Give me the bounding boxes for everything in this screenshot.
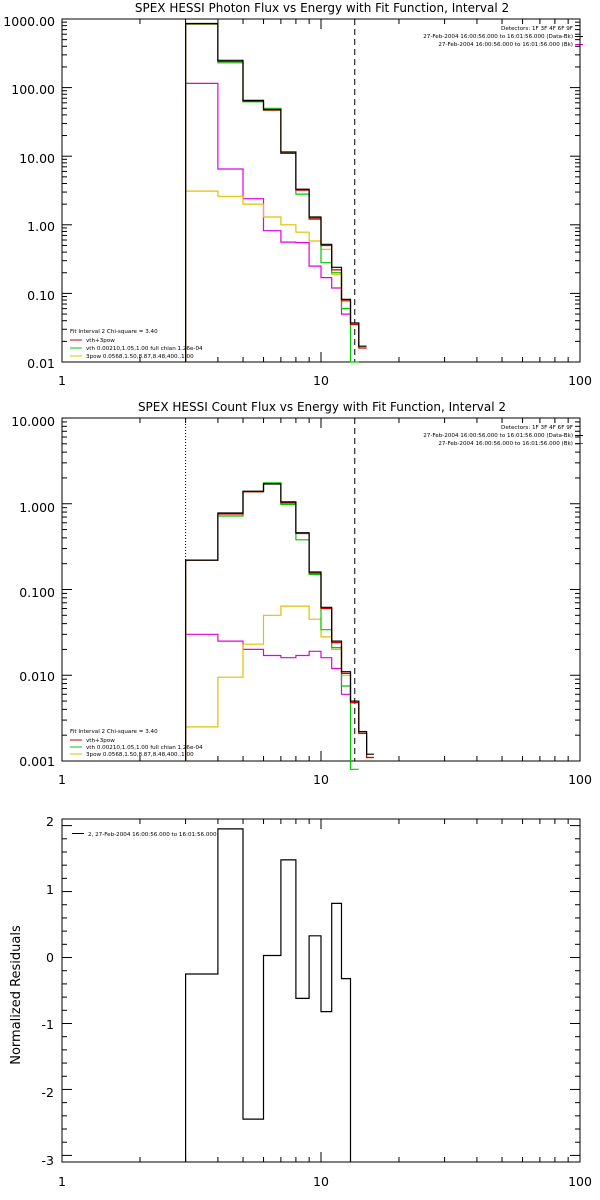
count-flux-panel: SPEX HESSI Count Flux vs Energy with Fit…	[11, 400, 592, 787]
y-tick-label: 1.00	[27, 219, 55, 234]
legend: 2, 27-Feb-2004 16:00:56.000 to 16:01:56.…	[72, 832, 217, 838]
x-tick-label: 1	[58, 373, 66, 388]
thick-component-histogram	[185, 633, 351, 761]
y-tick-labels: 2 1 0 -1 -2 -3	[42, 814, 55, 1168]
legend-data-entry: 27-Feb-2004 16:00:56.000 to 16:01:56.000…	[423, 34, 573, 40]
y-tick-labels: 1000.00 100.00 10.00 1.00 0.10 0.01	[3, 14, 55, 371]
y-tick-label: 1	[46, 882, 54, 897]
legend-bk-entry: 27-Feb-2004 16:00:56.000 to 16:01:56.000…	[438, 42, 573, 48]
thick-component-histogram	[185, 82, 351, 362]
chart-title: SPEX HESSI Count Flux vs Energy with Fit…	[138, 400, 506, 414]
x-tick-label: 1	[58, 1174, 66, 1189]
residual-histogram	[185, 828, 352, 1162]
y-tick-label: 0.01	[27, 356, 55, 371]
chart-title: SPEX HESSI Photon Flux vs Energy with Fi…	[135, 1, 509, 15]
legend-fit-interval: Fit Interval 2 Chi-square = 3.40	[70, 729, 158, 735]
x-tick-label: 100	[568, 1174, 592, 1189]
x-tick-labels: 1 10 100	[58, 772, 592, 787]
y-tick-label: 1.000	[19, 500, 55, 515]
legend-top-right: Detectors: 1F 3F 4F 6F 9F 27-Feb-2004 16…	[423, 26, 583, 48]
y-tick-label: 100.00	[11, 82, 55, 97]
data-histogram	[185, 483, 374, 761]
y-tick-label: -1	[42, 1017, 54, 1032]
x-tick-label: 10	[313, 373, 329, 388]
x-tick-label: 1	[58, 772, 66, 787]
y-tick-label: 1000.00	[3, 14, 55, 29]
legend-label: 2, 27-Feb-2004 16:00:56.000 to 16:01:56.…	[88, 832, 217, 838]
y-tick-label: -2	[42, 1085, 54, 1100]
legend-vth-label: vth 0.00210,1.05,1.00 full chian 1.26e-0…	[86, 745, 203, 751]
legend-bpow-label: 3pow 0.0568,1.50,8.87,8.48,400.,1.00	[86, 752, 194, 758]
y-tick-label: 0	[46, 950, 54, 965]
legend-bottom-left: Fit Interval 2 Chi-square = 3.40 vth+3po…	[70, 729, 203, 758]
legend-detectors: Detectors: 1F 3F 4F 6F 9F	[501, 26, 573, 32]
legend-bk-entry: 27-Feb-2004 16:00:56.000 to 16:01:56.000…	[438, 441, 573, 447]
residuals-panel: Normalized Residuals 2 1 0 -1 -2 -3 1 10…	[9, 814, 592, 1189]
legend-total-label: vth+3pow	[86, 738, 115, 744]
photon-flux-panel: SPEX HESSI Photon Flux vs Energy with Fi…	[3, 1, 592, 388]
y-tick-label: 0.10	[27, 288, 55, 303]
x-tick-label: 100	[568, 772, 592, 787]
data-histogram	[185, 22, 367, 362]
y-tick-label: 0.100	[19, 585, 55, 600]
legend-detectors: Detectors: 1F 3F 4F 6F 9F	[501, 425, 573, 431]
y-tick-label: 10.000	[11, 414, 55, 429]
y-axis-title: Normalized Residuals	[9, 925, 24, 1065]
y-tick-label: 0.001	[19, 754, 55, 769]
x-tick-labels: 1 10 100	[58, 1174, 592, 1189]
x-tick-label: 10	[313, 772, 329, 787]
y-tick-label: 10.00	[19, 151, 55, 166]
x-tick-label: 100	[568, 373, 592, 388]
y-tick-label: -3	[42, 1153, 54, 1168]
legend-total-label: vth+3pow	[86, 338, 115, 344]
x-tick-labels: 1 10 100	[58, 373, 592, 388]
legend-fit-interval: Fit Interval 2 Chi-square = 3.40	[70, 329, 158, 335]
x-tick-label: 10	[313, 1174, 329, 1189]
legend-vth-label: vth 0.00210,1.05,1.00 full chian 1.26e-0…	[86, 346, 203, 352]
legend-data-entry: 27-Feb-2004 16:00:56.000 to 16:01:56.000…	[423, 433, 573, 439]
y-tick-label: 2	[46, 814, 54, 829]
y-tick-labels: 10.000 1.000 0.100 0.010 0.001	[11, 414, 55, 769]
y-tick-label: 0.010	[19, 669, 55, 684]
